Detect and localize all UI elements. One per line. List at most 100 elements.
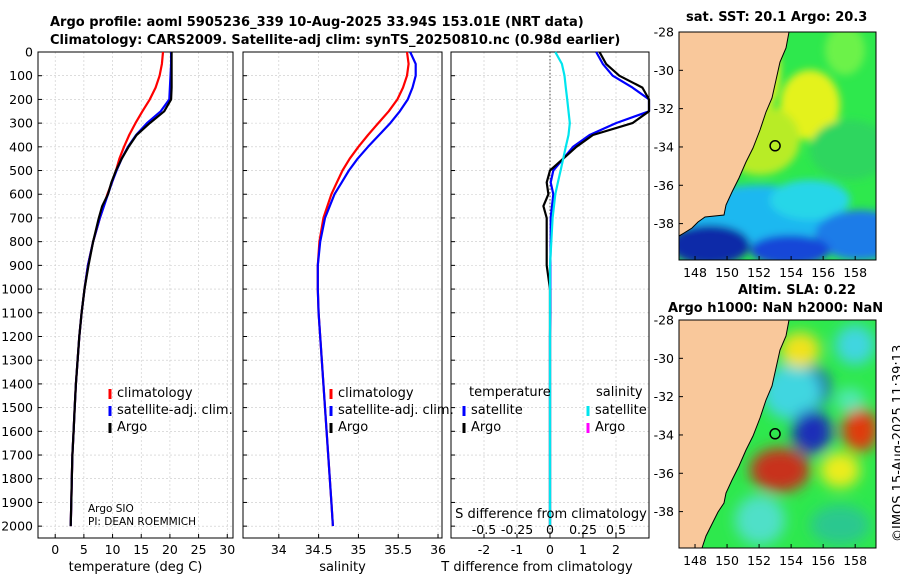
map-lon-label: 158 (843, 265, 867, 280)
map-lon-label: 152 (747, 265, 771, 280)
x-axis-label-difference: T difference from climatology (440, 560, 633, 575)
y-tick-label: 1100 (1, 305, 33, 320)
legend-label: Argo (471, 420, 501, 435)
series-line-temperature-argo (69, 52, 173, 527)
x-tick-label: 34 (271, 542, 287, 557)
x-tick-label: 2 (612, 542, 620, 557)
x-tick-label: 36 (430, 542, 446, 557)
legend-label: Argo (338, 420, 368, 435)
plot-title-line2: Climatology: CARS2009. Satellite-adj cli… (50, 33, 621, 48)
map-lon-label: 154 (779, 265, 803, 280)
sla-map-field (679, 320, 876, 548)
x-tick-label: -2 (478, 542, 490, 557)
plot-frame-salinity (242, 51, 443, 539)
map-lat-label: -30 (654, 63, 674, 78)
y-tick-label: 1400 (1, 376, 33, 391)
sst-map-field (679, 32, 876, 260)
series-line-temperature-satellite-adj-clim- (69, 52, 173, 527)
y-tick-label: 1900 (1, 495, 33, 510)
map-lat-label: -36 (654, 178, 674, 193)
x-tick-label: 30 (219, 542, 235, 557)
map-lat-label: -38 (654, 504, 674, 519)
x-tick-label: 35 (350, 542, 366, 557)
x-tick-label: -1 (511, 542, 523, 557)
s-diff-tick-label: 0.5 (606, 522, 626, 537)
s-diff-tick-label: 0.25 (569, 522, 597, 537)
argo-float-marker (769, 140, 781, 152)
x-tick-label: 0 (546, 542, 554, 557)
y-tick-label: 1600 (1, 424, 33, 439)
y-tick-label: 800 (9, 234, 33, 249)
y-tick-label: 600 (9, 187, 33, 202)
y-tick-label: 1800 (1, 471, 33, 486)
x-tick-label: 5 (80, 542, 88, 557)
map-lon-label: 156 (811, 553, 835, 568)
s-diff-tick-label: -0.25 (501, 522, 533, 537)
s-diff-axis-label: S difference from climatology (455, 507, 647, 522)
series-line-salinity-satellite-adj-clim- (316, 51, 417, 527)
map-frame-sst (678, 31, 877, 261)
x-axis-label-salinity: salinity (319, 560, 366, 575)
legend-label: satellite-adj. clim. (117, 403, 233, 418)
map-lon-label: 150 (715, 265, 739, 280)
map-lat-label: -34 (654, 427, 674, 442)
map-lat-label: -36 (654, 466, 674, 481)
map-lat-label: -32 (654, 101, 674, 116)
y-tick-label: 0 (25, 45, 33, 60)
y-tick-label: 700 (9, 210, 33, 225)
sla-map-subtitle: Argo h1000: NaN h2000: NaN (668, 301, 884, 316)
map-lat-label: -38 (654, 216, 674, 231)
argo-float-marker (769, 428, 781, 440)
map-lon-label: 158 (843, 553, 867, 568)
map-lon-label: 154 (779, 553, 803, 568)
map-lon-label: 148 (683, 265, 707, 280)
annotation-institution: Argo SIO (88, 503, 134, 515)
map-frame-sla (678, 319, 877, 549)
legend-label: climatology (117, 386, 193, 401)
map-lat-label: -28 (654, 25, 674, 40)
legend-label: Argo (595, 420, 625, 435)
legend-label: satellite (471, 403, 523, 418)
y-tick-label: 300 (9, 116, 33, 131)
annotation-pi: PI: DEAN ROEMMICH (88, 516, 196, 528)
legend-label: satellite-adj. clim. (338, 403, 454, 418)
legend-label: Argo (117, 420, 147, 435)
legend-label: climatology (338, 386, 414, 401)
x-tick-label: 35.5 (384, 542, 412, 557)
x-axis-label-temperature: temperature (deg C) (69, 560, 203, 575)
map-lon-label: 148 (683, 553, 707, 568)
x-tick-label: 0 (51, 542, 59, 557)
s-diff-tick-label: 0 (546, 522, 554, 537)
y-tick-label: 1300 (1, 353, 33, 368)
map-lat-label: -34 (654, 139, 674, 154)
x-tick-label: 15 (133, 542, 149, 557)
timestamp-stamp: ©IMOS 15-Aug-2025 11:39:13 (891, 344, 900, 542)
s-diff-tick-label: -0.5 (472, 522, 496, 537)
sla-map-title: Altim. SLA: 0.22 (738, 283, 856, 298)
legend-label: satellite (595, 403, 647, 418)
map-lon-label: 152 (747, 553, 771, 568)
x-tick-label: 20 (162, 542, 178, 557)
plot-frame-temperature (37, 51, 234, 539)
y-tick-label: 500 (9, 163, 33, 178)
y-tick-label: 400 (9, 139, 33, 154)
map-lat-label: -32 (654, 389, 674, 404)
map-lat-label: -28 (654, 313, 674, 328)
y-tick-label: 2000 (1, 519, 33, 534)
y-tick-label: 1000 (1, 282, 33, 297)
x-tick-label: 1 (579, 542, 587, 557)
y-tick-label: 1200 (1, 329, 33, 344)
y-tick-label: 1700 (1, 448, 33, 463)
legend-header-salinity: salinity (596, 385, 643, 400)
sst-map-title: sat. SST: 20.1 Argo: 20.3 (686, 10, 868, 25)
x-tick-label: 10 (105, 542, 121, 557)
map-lat-label: -30 (654, 351, 674, 366)
legend-header-temperature: temperature (469, 385, 551, 400)
plot-title-line1: Argo profile: aoml 5905236_339 10-Aug-20… (50, 15, 584, 30)
y-tick-label: 1500 (1, 400, 33, 415)
x-tick-label: 25 (191, 542, 207, 557)
map-lon-label: 156 (811, 265, 835, 280)
y-tick-label: 900 (9, 258, 33, 273)
map-lon-label: 150 (715, 553, 739, 568)
